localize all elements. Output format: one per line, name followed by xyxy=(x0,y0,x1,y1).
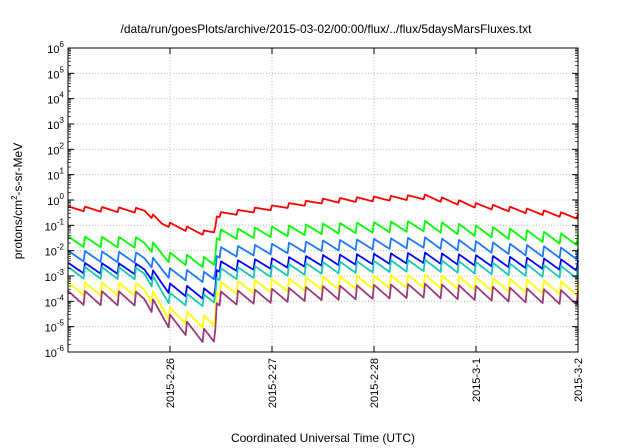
series-line xyxy=(67,258,579,308)
y-tick-exponent: 1 xyxy=(60,167,65,176)
y-tick-base: 10 xyxy=(47,69,59,81)
y-tick-label: 10-2 xyxy=(45,243,65,259)
y-tick-base: 10 xyxy=(47,145,59,157)
y-tick-label: 10-5 xyxy=(45,319,65,335)
y-tick-exponent: 4 xyxy=(60,91,65,100)
chart-title: /data/run/goesPlots/archive/2015-03-02/0… xyxy=(121,22,533,36)
y-tick-exponent: 5 xyxy=(60,65,65,74)
y-axis-label-prefix: protons/cm xyxy=(11,200,25,259)
y-tick-label: 106 xyxy=(47,40,64,56)
y-axis-label-sup: 2 xyxy=(10,195,19,200)
y-axis-label: protons/cm2-s-sr-MeV xyxy=(10,143,25,259)
y-tick-base: 10 xyxy=(45,247,57,259)
y-tick-labels: 10-610-510-410-310-210-11001011021031041… xyxy=(45,40,65,360)
y-tick-label: 104 xyxy=(47,91,64,107)
y-tick-base: 10 xyxy=(47,196,59,208)
series-line xyxy=(67,236,579,283)
y-tick-exponent: 0 xyxy=(60,192,65,201)
x-tick-label: 2015-2-27 xyxy=(267,358,279,408)
y-tick-exponent: -2 xyxy=(57,243,65,252)
series-layer xyxy=(67,193,579,343)
y-tick-exponent: -5 xyxy=(57,319,65,328)
y-tick-label: 10-1 xyxy=(45,217,65,233)
y-tick-label: 10-4 xyxy=(45,293,65,309)
y-tick-exponent: -4 xyxy=(57,293,65,302)
series-line xyxy=(67,219,579,269)
x-tick-label: 2015-2-28 xyxy=(369,358,381,408)
x-axis-label: Coordinated Universal Time (UTC) xyxy=(231,431,415,445)
x-tick-label: 2015-3-2 xyxy=(573,358,585,402)
y-tick-base: 10 xyxy=(45,348,57,360)
y-tick-label: 102 xyxy=(47,141,64,157)
y-tick-label: 100 xyxy=(47,192,64,208)
y-tick-base: 10 xyxy=(47,171,59,183)
y-tick-exponent: -1 xyxy=(57,217,65,226)
tick-marks xyxy=(68,47,579,353)
y-tick-exponent: -3 xyxy=(57,268,65,277)
y-tick-label: 10-3 xyxy=(45,268,65,284)
series-line xyxy=(67,273,579,329)
y-tick-exponent: 2 xyxy=(60,141,65,150)
x-tick-labels: 2015-2-26 2015-2-27 2015-2-28 2015-3-1 2015-… xyxy=(165,358,585,408)
y-tick-base: 10 xyxy=(45,297,57,309)
series-line xyxy=(67,251,579,300)
y-tick-base: 10 xyxy=(47,44,59,56)
y-axis-label-suffix: -s-sr-MeV xyxy=(11,143,25,196)
y-tick-label: 103 xyxy=(47,116,64,132)
y-tick-base: 10 xyxy=(45,221,57,233)
series-line xyxy=(67,282,579,343)
x-tick-label: 2015-2-26 xyxy=(165,358,177,408)
y-tick-base: 10 xyxy=(45,272,57,284)
y-tick-label: 105 xyxy=(47,65,64,81)
y-tick-base: 10 xyxy=(45,323,57,335)
y-tick-base: 10 xyxy=(47,95,59,107)
y-tick-exponent: 6 xyxy=(60,40,65,49)
y-tick-label: 10-6 xyxy=(45,344,65,360)
y-tick-base: 10 xyxy=(47,120,59,132)
series-line xyxy=(67,193,579,236)
x-tick-label: 2015-3-1 xyxy=(471,358,483,402)
y-tick-exponent: -6 xyxy=(57,344,65,353)
y-tick-label: 101 xyxy=(47,167,64,183)
y-tick-exponent: 3 xyxy=(60,116,65,125)
